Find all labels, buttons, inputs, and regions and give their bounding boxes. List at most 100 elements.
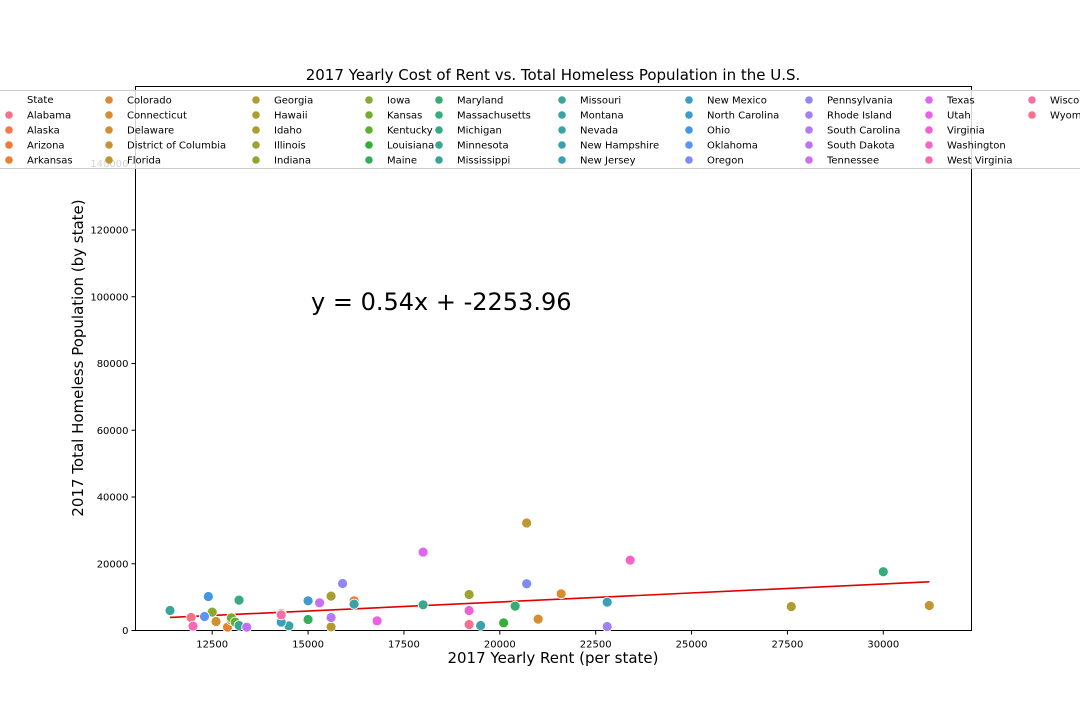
legend-marker bbox=[435, 141, 443, 149]
legend-marker bbox=[105, 156, 113, 164]
x-tick-label: 20000 bbox=[484, 640, 516, 651]
legend-marker bbox=[5, 141, 13, 149]
legend-entry-label: Arkansas bbox=[27, 156, 73, 167]
legend-marker bbox=[365, 141, 373, 149]
point-illinois bbox=[463, 589, 475, 600]
legend-marker bbox=[365, 156, 373, 164]
y-tick-label: 0 bbox=[122, 626, 128, 637]
legend-marker bbox=[685, 141, 693, 149]
legend-marker bbox=[805, 126, 813, 134]
point-connecticut bbox=[532, 613, 544, 625]
legend-marker bbox=[558, 156, 566, 164]
regression-line-group bbox=[169, 580, 930, 619]
legend-marker bbox=[105, 126, 113, 134]
legend-entry-label: Kentucky bbox=[387, 126, 433, 137]
point-south-dakota bbox=[241, 621, 253, 633]
data-points bbox=[164, 517, 935, 633]
legend-marker bbox=[5, 156, 13, 164]
regression-equation: y = 0.54x + -2253.96 bbox=[311, 288, 571, 316]
y-tick-label: 80000 bbox=[97, 359, 129, 370]
legend-entry-label: Minnesota bbox=[457, 141, 509, 152]
legend-marker bbox=[925, 96, 933, 104]
point-colorado bbox=[555, 588, 567, 600]
point-washington bbox=[624, 554, 636, 566]
point-rhode-island bbox=[601, 621, 613, 632]
legend-marker bbox=[1028, 96, 1036, 104]
legend-marker bbox=[558, 141, 566, 149]
point-idaho bbox=[325, 590, 337, 602]
legend-marker bbox=[685, 96, 693, 104]
y-axis-ticks: 020000400006000080000100000120000140000 bbox=[90, 159, 136, 637]
point-west-virginia bbox=[187, 620, 199, 632]
point-massachusetts bbox=[877, 566, 889, 578]
y-tick-label: 20000 bbox=[97, 559, 129, 570]
point-oklahoma bbox=[199, 611, 210, 622]
point-nevada bbox=[348, 598, 360, 610]
legend-marker bbox=[365, 111, 373, 119]
legend-entry-label: New Jersey bbox=[580, 156, 636, 167]
x-tick-label: 30000 bbox=[867, 640, 899, 651]
point-hawaii bbox=[785, 601, 797, 612]
legend-marker bbox=[365, 126, 373, 134]
legend-marker bbox=[252, 96, 260, 104]
point-michigan bbox=[233, 594, 245, 606]
x-axis-ticks: 12500 15000 17500 20000 22500 25000 27500 30000 bbox=[196, 630, 899, 651]
legend-marker bbox=[1028, 111, 1036, 119]
legend-marker bbox=[105, 111, 113, 119]
legend-marker bbox=[252, 141, 260, 149]
legend-entry-label: Virginia bbox=[947, 126, 985, 137]
legend-entry-label: Wisconsin bbox=[1050, 96, 1080, 107]
point-florida bbox=[521, 517, 533, 529]
y-tick-label: 100000 bbox=[90, 292, 128, 303]
point-new-hampshire bbox=[475, 620, 487, 631]
legend-entry-label: Oklahoma bbox=[707, 141, 758, 152]
x-tick-label: 17500 bbox=[388, 640, 420, 651]
legend-marker bbox=[252, 111, 260, 119]
legend-marker bbox=[805, 141, 813, 149]
legend-entry-label: Mississippi bbox=[457, 156, 510, 167]
point-georgia bbox=[325, 621, 337, 633]
legend-entry-label: Montana bbox=[580, 111, 624, 122]
point-louisiana bbox=[498, 617, 510, 629]
point-utah bbox=[371, 615, 383, 627]
legend-entry-label: Ohio bbox=[707, 126, 730, 137]
point-virginia bbox=[463, 605, 475, 616]
legend-entry-label: Georgia bbox=[274, 96, 313, 107]
legend-marker bbox=[105, 141, 113, 149]
point-tennessee bbox=[314, 597, 325, 609]
legend-entry-label: Maryland bbox=[457, 96, 503, 107]
point-texas bbox=[417, 546, 429, 558]
point-wisconsin bbox=[275, 609, 287, 621]
legend-marker bbox=[805, 111, 813, 119]
legend-entry-label: Idaho bbox=[274, 126, 302, 137]
legend-marker bbox=[925, 111, 933, 119]
legend-entry-label: Massachusetts bbox=[457, 111, 531, 122]
legend-entry-label: Utah bbox=[947, 111, 971, 122]
legend-entry-label: Wyoming bbox=[1050, 111, 1080, 122]
legend-entry-label: Hawaii bbox=[274, 111, 308, 122]
point-maryland bbox=[509, 600, 521, 612]
legend-marker bbox=[435, 156, 443, 164]
legend-entry-label: Michigan bbox=[457, 126, 502, 137]
x-tick-label: 27500 bbox=[772, 640, 804, 651]
legend-entry-label: Tennessee bbox=[826, 156, 879, 167]
legend-entry-label: New Mexico bbox=[707, 96, 767, 107]
legend-marker bbox=[805, 96, 813, 104]
legend-entry-label: Texas bbox=[946, 96, 975, 107]
legend-marker bbox=[435, 96, 443, 104]
y-tick-label: 60000 bbox=[97, 426, 129, 437]
legend-title: State bbox=[27, 95, 53, 106]
legend: State Alabama Alaska Arizona Arkansas Colora… bbox=[0, 90, 1080, 169]
legend-entry-label: Maine bbox=[387, 156, 417, 167]
legend-marker bbox=[558, 126, 566, 134]
y-tick-label: 120000 bbox=[90, 226, 128, 237]
legend-entry-label: District of Columbia bbox=[127, 141, 226, 152]
plot-area bbox=[135, 86, 972, 631]
legend-marker bbox=[5, 126, 13, 134]
legend-entry-label: Nevada bbox=[580, 126, 618, 137]
legend-entry-label: Washington bbox=[947, 141, 1006, 152]
legend-entry-label: South Dakota bbox=[827, 141, 895, 152]
legend-marker bbox=[252, 156, 260, 164]
legend-entry-label: Oregon bbox=[707, 156, 744, 167]
